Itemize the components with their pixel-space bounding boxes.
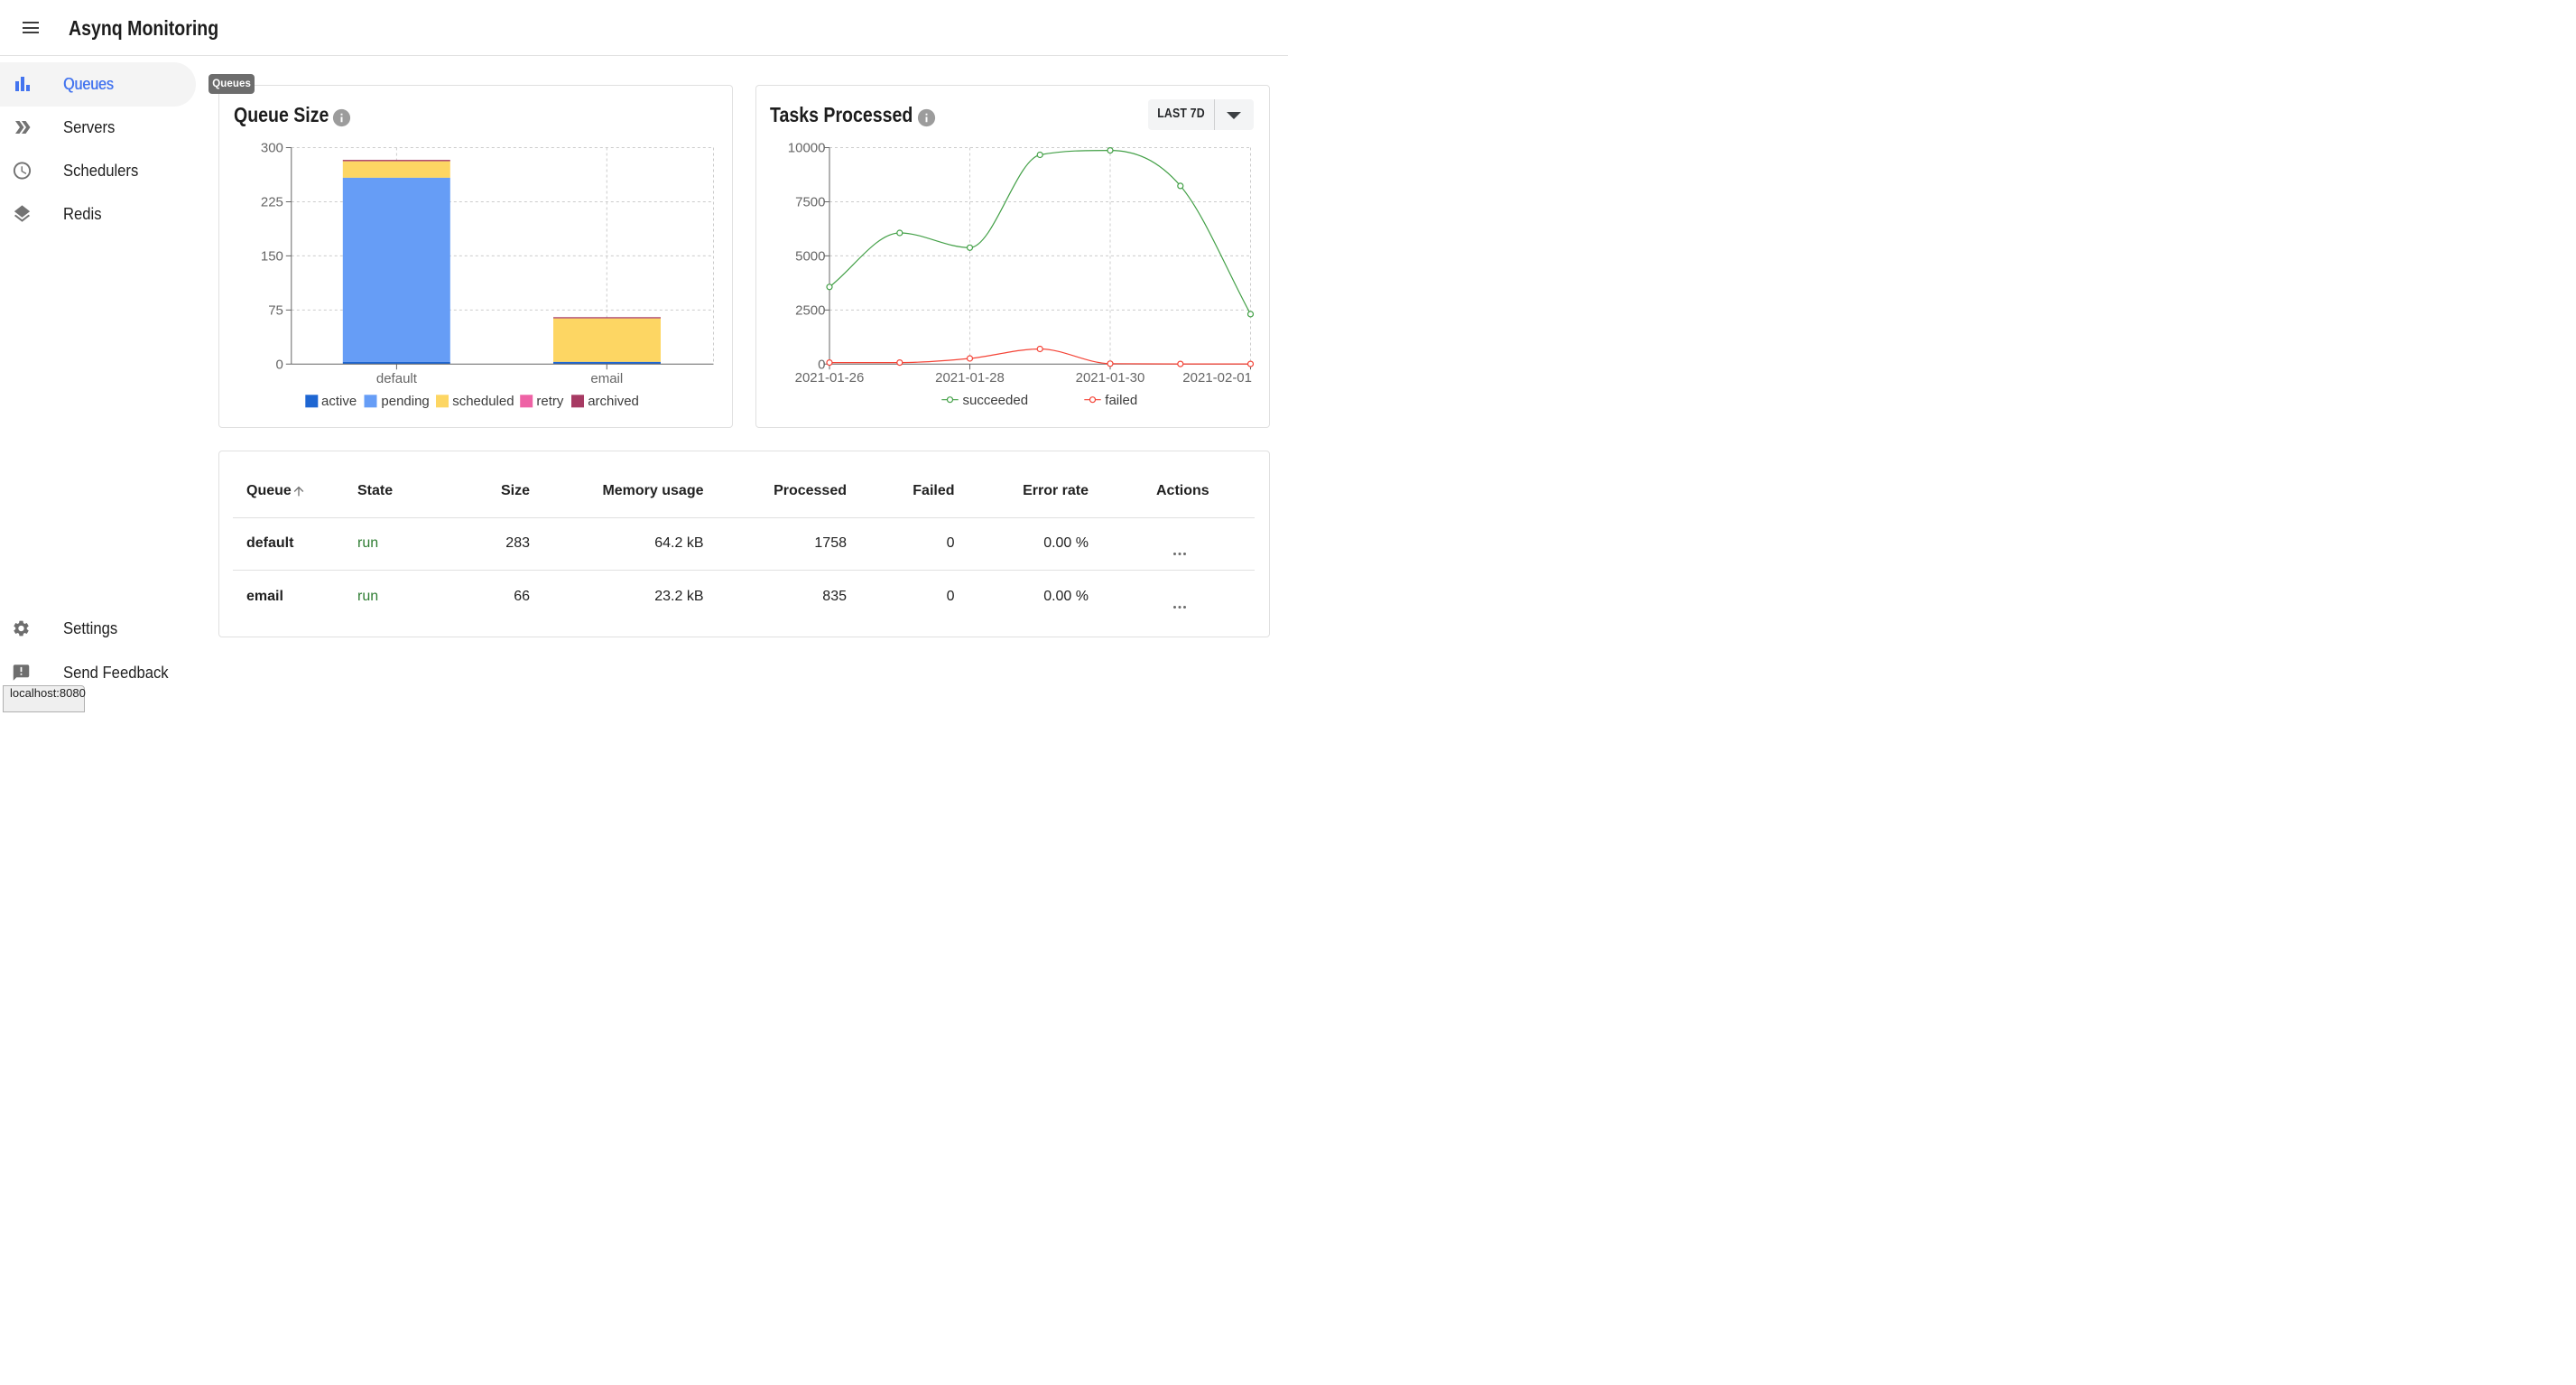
svg-text:0: 0 bbox=[276, 357, 283, 372]
svg-text:5000: 5000 bbox=[795, 248, 825, 264]
svg-text:succeeded: succeeded bbox=[962, 392, 1028, 407]
svg-text:0: 0 bbox=[818, 357, 825, 372]
svg-text:scheduled: scheduled bbox=[452, 394, 514, 409]
svg-text:2021-01-30: 2021-01-30 bbox=[1075, 369, 1144, 385]
svg-text:default: default bbox=[376, 370, 418, 386]
svg-text:2500: 2500 bbox=[795, 302, 825, 318]
svg-text:pending: pending bbox=[381, 394, 429, 409]
svg-text:7500: 7500 bbox=[795, 194, 825, 209]
svg-text:active: active bbox=[321, 394, 357, 409]
svg-text:email: email bbox=[590, 370, 623, 386]
svg-text:225: 225 bbox=[261, 194, 283, 209]
svg-text:failed: failed bbox=[1105, 392, 1137, 407]
svg-text:10000: 10000 bbox=[787, 140, 825, 155]
svg-text:300: 300 bbox=[261, 140, 283, 155]
svg-text:archived: archived bbox=[588, 394, 639, 409]
svg-text:75: 75 bbox=[268, 302, 283, 318]
svg-text:2021-01-28: 2021-01-28 bbox=[935, 369, 1005, 385]
svg-text:2021-01-26: 2021-01-26 bbox=[794, 369, 864, 385]
svg-text:retry: retry bbox=[536, 394, 564, 409]
svg-text:2021-02-01: 2021-02-01 bbox=[1182, 369, 1252, 385]
svg-text:150: 150 bbox=[261, 248, 283, 264]
